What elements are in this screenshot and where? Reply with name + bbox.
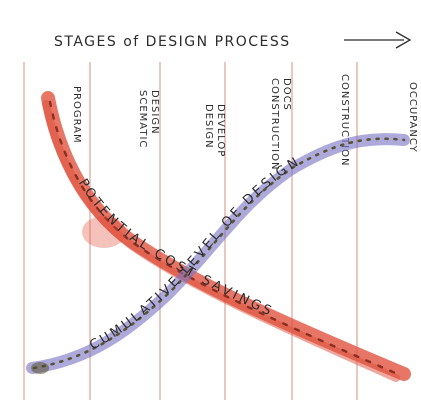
diagram-title: STAGES of DESIGN PROCESS	[54, 34, 291, 50]
title-group: STAGES of DESIGN PROCESS	[54, 31, 412, 50]
stage-label-program: PROGRAM	[71, 86, 82, 144]
design-curve-start-blot	[31, 362, 49, 374]
stage-divider-lines	[23, 62, 358, 400]
design-curve-wash	[26, 133, 410, 374]
stage-label-occupancy: OCCUPANCY	[407, 82, 418, 153]
stage-label-construction-docs: CONSTRUCTION	[269, 78, 280, 170]
design-level-curve	[26, 133, 410, 374]
stage-label-design-development: DESIGN	[203, 104, 214, 149]
stage-labels: PROGRAM SCEMATIC DESIGN DESIGN DEVELOP CONSTR…	[71, 74, 418, 170]
cost-curve-dots	[48, 100, 402, 377]
cost-curve-wash-edge	[42, 100, 400, 382]
title-arrow-head-icon	[395, 31, 412, 49]
cost-curve-bleed	[82, 216, 126, 248]
stage-label-construction-docs: DOCS	[281, 78, 292, 111]
stage-label-construction: CONSTRUCTION	[339, 74, 350, 166]
stage-label-schematic: SCEMATIC	[137, 90, 148, 148]
stage-label-design-development: DEVELOP	[215, 104, 226, 157]
cost-savings-curve	[41, 91, 411, 382]
stage-label-schematic: DESIGN	[149, 90, 160, 135]
